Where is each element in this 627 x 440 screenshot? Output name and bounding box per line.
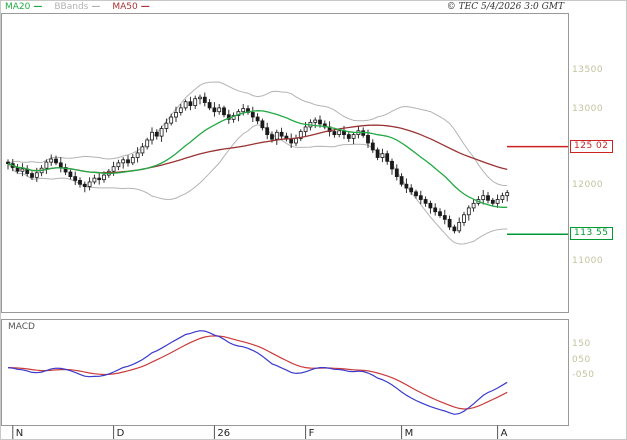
legend-swatch-ma50: — <box>140 2 150 12</box>
x-axis-label: M <box>404 428 414 439</box>
price-tick-label: 11000 <box>572 256 604 267</box>
candles-group <box>6 92 510 234</box>
macd-line <box>7 330 508 415</box>
price-tick-label: 13500 <box>572 65 604 76</box>
copyright-text: © TEC 5/4/2026 3:0 GMT <box>446 2 564 12</box>
legend-item: BBands — <box>54 1 100 13</box>
macd-tick-label: -050 <box>572 370 595 381</box>
legend-label-ma50: MA50 <box>112 2 138 12</box>
x-axis-label: D <box>116 428 125 439</box>
macd-tick-label: 050 <box>572 354 591 365</box>
ma20-line <box>7 110 508 208</box>
bollinger-lower-line <box>7 124 508 245</box>
price-level-label: 125 02 <box>570 139 613 153</box>
legend-label-bbands: BBands <box>54 2 89 12</box>
price-tick-label: 12000 <box>572 180 604 190</box>
legend-swatch-ma20: — <box>33 2 43 12</box>
legend-item: MA20— <box>5 1 42 13</box>
legend-item: MA50— <box>112 1 149 13</box>
legend-label-ma20: MA20 <box>5 2 31 12</box>
price-panel-border <box>1 13 569 313</box>
x-axis-label: 26 <box>217 428 231 439</box>
legend-swatch-bbands: — <box>91 2 101 12</box>
macd-tick-label: 150 <box>572 338 591 349</box>
x-axis-label: N <box>15 428 24 439</box>
x-axis-label: A <box>500 428 508 439</box>
price-tick-label: 13000 <box>572 103 604 114</box>
bollinger-upper-line <box>7 81 508 187</box>
macd-signal-line <box>7 335 508 410</box>
macd-panel-border <box>1 319 569 426</box>
macd-panel-label: MACD <box>8 322 35 332</box>
x-axis-label: F <box>308 428 315 439</box>
price-level-label: 113 55 <box>570 227 613 241</box>
legend: MA20— BBands — MA50— <box>5 1 150 13</box>
